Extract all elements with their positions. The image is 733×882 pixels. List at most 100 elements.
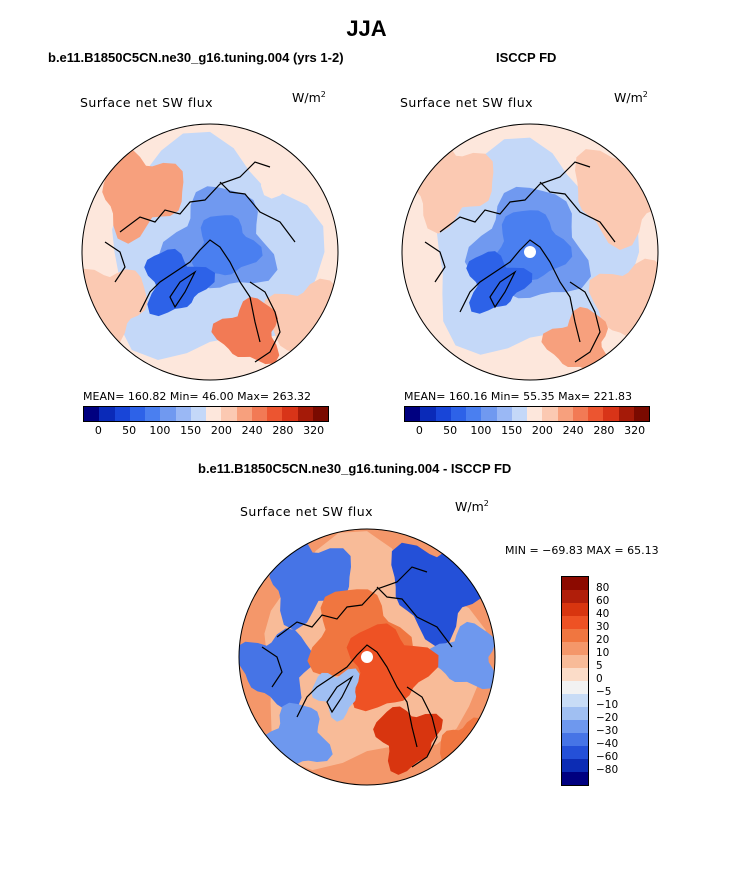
colorbar-swatch	[562, 720, 588, 733]
colorbar-swatch	[562, 772, 588, 785]
colorbar-swatch	[190, 407, 206, 421]
colorbar-swatch	[527, 407, 543, 421]
colorbar-tick-label: −5	[596, 686, 612, 698]
map-field	[82, 124, 338, 380]
colorbar-swatch	[282, 407, 298, 421]
panel-3-stats: MIN = −69.83 MAX = 65.13	[505, 544, 659, 557]
colorbar-tick-label: −30	[596, 725, 619, 737]
panel-2-title: ISCCP FD	[496, 50, 557, 65]
colorbar-tick-label: −40	[596, 738, 619, 750]
map-border	[238, 528, 496, 786]
colorbar-tick-label: 40	[596, 608, 610, 620]
colorbar-swatch	[236, 407, 252, 421]
colorbar-swatch	[99, 407, 115, 421]
colorbar-tick-label: 100	[470, 424, 492, 437]
colorbar-swatch	[450, 407, 466, 421]
colorbar-tick-label: 80	[596, 582, 610, 594]
panel-1-polar-map	[81, 123, 339, 381]
colorbar-swatch	[557, 407, 573, 421]
colorbar-tick-label: 280	[593, 424, 615, 437]
colorbar-swatch	[562, 629, 588, 642]
colorbar-swatch	[562, 707, 588, 720]
colorbar-swatch	[633, 407, 649, 421]
colorbar-swatch	[160, 407, 176, 421]
panel-2-polar-map	[401, 123, 659, 381]
colorbar-swatch	[420, 407, 436, 421]
colorbar-tick-label: 150	[501, 424, 523, 437]
main-title: JJA	[346, 16, 387, 41]
colorbar-tick-label: 30	[596, 621, 610, 633]
colorbar-swatch	[312, 407, 328, 421]
colorbar-swatch	[618, 407, 634, 421]
colorbar-tick-label: 0	[596, 673, 603, 685]
colorbar-swatch	[562, 577, 588, 590]
panel-3-colorbar-ticks: 80 60 40 30 20 10 5 0 −5 −10 −20 −30 −40 −60 −80	[596, 576, 636, 786]
panel-2-label: Surface net SW flux	[400, 95, 534, 110]
colorbar-swatch	[251, 407, 267, 421]
colorbar-tick-label: 0	[415, 424, 423, 437]
colorbar-tick-label: −80	[596, 764, 619, 776]
colorbar-swatch	[175, 407, 191, 421]
colorbar-swatch	[588, 407, 604, 421]
map-border	[81, 123, 339, 381]
colorbar-swatch	[466, 407, 482, 421]
panel-2-stats: MEAN= 160.16 Min= 55.35 Max= 221.83	[404, 390, 633, 403]
panel-1-colorbar	[83, 406, 329, 422]
panel-3-title: b.e11.B1850C5CN.ne30_g16.tuning.004 - IS…	[198, 461, 512, 476]
colorbar-tick-label: 100	[149, 424, 171, 437]
panel-2-unit: W/m2	[614, 90, 648, 106]
colorbar-swatch	[297, 407, 313, 421]
panel-1-unit: W/m2	[292, 90, 326, 106]
colorbar-swatch	[511, 407, 527, 421]
colorbar-swatch	[562, 759, 588, 772]
colorbar-tick-label: 320	[624, 424, 646, 437]
colorbar-tick-label: −10	[596, 699, 619, 711]
colorbar-swatch	[562, 642, 588, 655]
colorbar-swatch	[496, 407, 512, 421]
colorbar-tick-label: 50	[443, 424, 458, 437]
panel-3-unit: W/m2	[455, 499, 489, 515]
colorbar-swatch	[481, 407, 497, 421]
colorbar-swatch	[562, 655, 588, 668]
colorbar-swatch	[562, 733, 588, 746]
colorbar-tick-label: 10	[596, 647, 610, 659]
colorbar-swatch	[405, 407, 421, 421]
colorbar-swatch	[562, 616, 588, 629]
colorbar-tick-label: 200	[210, 424, 232, 437]
colorbar-tick-label: 150	[180, 424, 202, 437]
map-border	[401, 123, 659, 381]
pole-hole	[524, 246, 536, 258]
colorbar-swatch	[562, 603, 588, 616]
colorbar-swatch	[562, 590, 588, 603]
colorbar-swatch	[435, 407, 451, 421]
pole-hole	[361, 651, 373, 663]
colorbar-tick-label: 0	[94, 424, 102, 437]
colorbar-swatch	[84, 407, 100, 421]
panel-1-stats: MEAN= 160.82 Min= 46.00 Max= 263.32	[83, 390, 312, 403]
colorbar-tick-label: 200	[531, 424, 553, 437]
colorbar-tick-label: −20	[596, 712, 619, 724]
panel-3-label: Surface net SW flux	[240, 504, 374, 519]
panel-1-title: b.e11.B1850C5CN.ne30_g16.tuning.004 (yrs…	[48, 50, 344, 65]
colorbar-tick-label: −60	[596, 751, 619, 763]
colorbar-tick-label: 5	[596, 660, 603, 672]
colorbar-swatch	[562, 694, 588, 707]
panel-2-colorbar-ticks: 0 50 100 150 200 240 280 320	[404, 424, 650, 438]
colorbar-swatch	[562, 681, 588, 694]
colorbar-swatch	[267, 407, 283, 421]
panel-1-label: Surface net SW flux	[80, 95, 214, 110]
colorbar-tick-label: 320	[303, 424, 325, 437]
colorbar-tick-label: 20	[596, 634, 610, 646]
panel-1-colorbar-ticks: 0 50 100 150 200 240 280 320	[83, 424, 329, 438]
colorbar-swatch	[562, 668, 588, 681]
colorbar-tick-label: 280	[272, 424, 294, 437]
map-field	[402, 124, 658, 380]
colorbar-swatch	[145, 407, 161, 421]
colorbar-swatch	[603, 407, 619, 421]
colorbar-tick-label: 240	[241, 424, 263, 437]
colorbar-tick-label: 240	[562, 424, 584, 437]
panel-3-polar-map	[238, 528, 496, 786]
colorbar-swatch	[542, 407, 558, 421]
panel-3-colorbar	[561, 576, 589, 786]
colorbar-swatch	[572, 407, 588, 421]
